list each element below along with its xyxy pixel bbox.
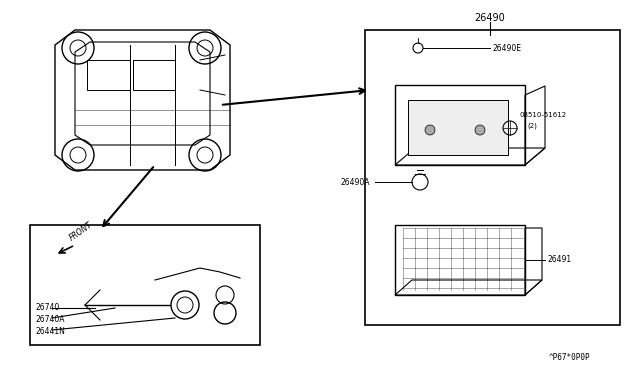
Text: 26740A: 26740A [35, 315, 65, 324]
Text: 26740: 26740 [35, 304, 60, 312]
Text: (2): (2) [527, 123, 537, 129]
Circle shape [425, 125, 435, 135]
Text: 26441N: 26441N [35, 327, 65, 337]
Text: ^P67*0P0P: ^P67*0P0P [548, 353, 590, 362]
Text: 26491: 26491 [548, 256, 572, 264]
Text: 26490A: 26490A [340, 177, 370, 186]
Text: 26490E: 26490E [493, 44, 522, 52]
Bar [30, 225, 260, 345]
Text: 26490: 26490 [475, 13, 506, 23]
Text: FRONT: FRONT [68, 221, 95, 243]
Circle shape [475, 125, 485, 135]
Bar [395, 225, 525, 295]
Bar [395, 85, 525, 165]
Bar [408, 100, 508, 155]
Bar [365, 30, 620, 325]
Text: 08510-51612: 08510-51612 [520, 112, 567, 118]
